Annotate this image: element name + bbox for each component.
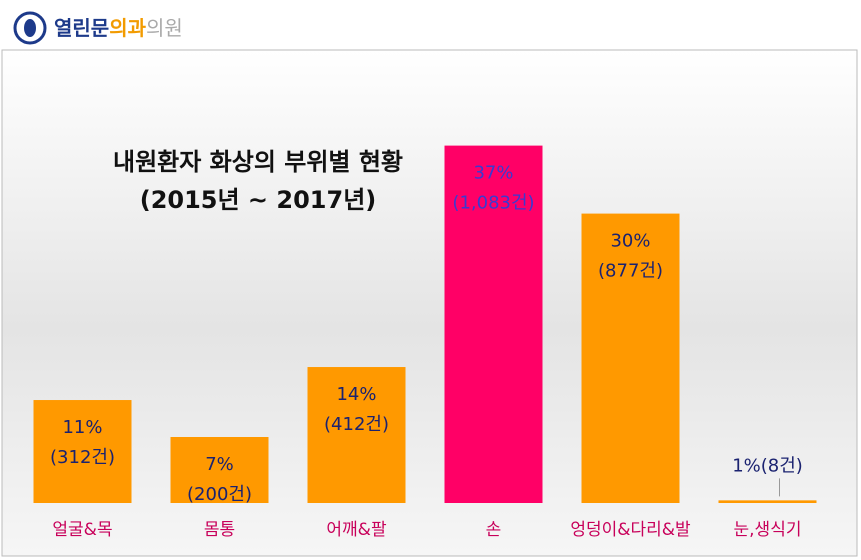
logo-part: 열린문 [54,16,109,40]
bar [33,400,132,503]
data-label: (1,083건) [452,193,534,214]
percent-label: 7% [205,454,234,475]
data-label: (8건) [761,455,803,476]
bar [307,367,406,503]
chart-title: 내원환자 화상의 부위별 현황 [113,148,403,176]
logo-icon-inner [24,19,36,37]
percent-label: 1% [732,455,761,476]
bar [444,145,543,504]
logo-part: 의원 [146,16,183,40]
percent-label: 30% [610,231,650,252]
data-label-group: 1%(8건) [732,455,803,476]
data-label: (877건) [598,261,663,282]
data-label: (412건) [324,414,389,435]
x-tick-label: 손 [486,520,502,540]
chart-subtitle: (2015년 ~ 2017년) [140,186,377,214]
percent-label: 11% [62,417,102,438]
x-tick-label: 몸통 [204,520,235,540]
percent-label: 14% [336,384,376,405]
plot-background [1,49,858,557]
x-tick-label: 엉덩이&다리&발 [570,520,691,540]
x-tick-label: 눈,생식기 [734,520,802,540]
x-tick-label: 어깨&팔 [326,520,387,540]
percent-label: 37% [473,163,513,184]
data-label: (200건) [187,484,252,505]
x-tick-label: 얼굴&목 [52,520,112,540]
bar [581,213,680,503]
logo-text: 열린문의과의원 [54,16,183,40]
bar [718,500,817,503]
bar [170,437,269,503]
logo-part: 의과 [109,16,146,40]
data-label: (312건) [50,447,115,468]
logo-icon [13,11,47,45]
